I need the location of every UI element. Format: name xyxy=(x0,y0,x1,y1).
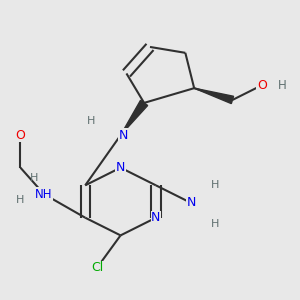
Text: O: O xyxy=(16,129,26,142)
Text: N: N xyxy=(116,161,125,174)
Text: N: N xyxy=(151,211,160,224)
Text: NH: NH xyxy=(35,188,53,201)
Text: H: H xyxy=(87,116,95,126)
Text: O: O xyxy=(257,79,267,92)
Text: H: H xyxy=(211,219,219,229)
Text: N: N xyxy=(119,129,128,142)
Polygon shape xyxy=(121,100,148,135)
Text: H: H xyxy=(278,79,287,92)
Text: Cl: Cl xyxy=(91,261,103,274)
Polygon shape xyxy=(194,88,234,103)
Text: H: H xyxy=(29,173,38,183)
Text: H: H xyxy=(16,195,25,205)
Text: H: H xyxy=(211,180,219,190)
Text: N: N xyxy=(187,196,196,209)
